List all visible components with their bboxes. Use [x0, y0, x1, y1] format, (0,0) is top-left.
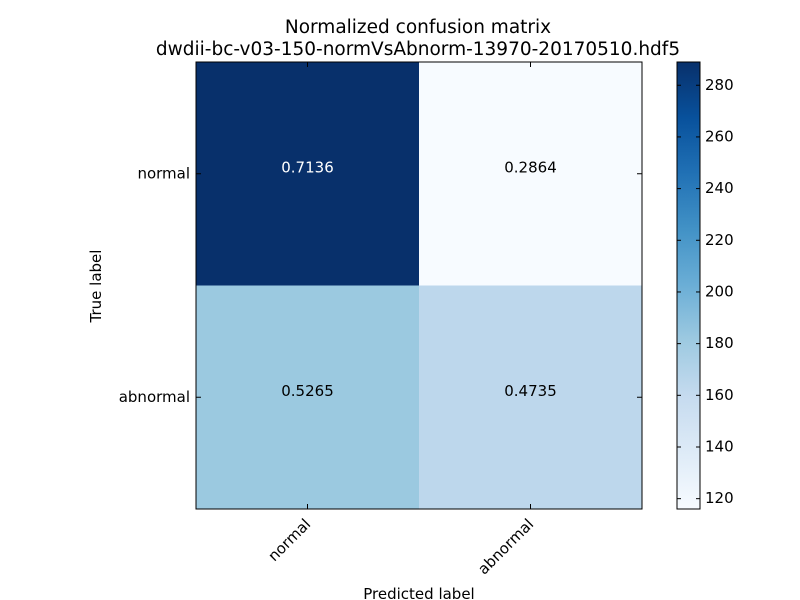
matrix-cell-labels: 0.7136 0.2864 0.5265 0.4735 — [281, 158, 557, 400]
cell-value-label: 0.7136 — [281, 158, 334, 176]
matrix-cell-normal-normal — [196, 62, 419, 286]
colorbar-tick-label: 240 — [705, 179, 734, 197]
colorbar-tick-label: 220 — [705, 231, 734, 249]
matrix-cells — [196, 62, 642, 509]
colorbar-tick-label: 180 — [705, 334, 734, 352]
x-tick-label: abnormal — [474, 515, 537, 578]
colorbar-tick-label: 120 — [705, 489, 734, 507]
y-tick-label: abnormal — [119, 388, 190, 406]
colorbar — [676, 61, 701, 510]
colorbar-tick-label: 260 — [705, 127, 734, 145]
x-axis-label: Predicted label — [363, 585, 474, 600]
cell-value-label: 0.2864 — [504, 158, 557, 176]
matrix-cell-normal-abnormal — [419, 62, 642, 286]
colorbar-tick-label: 200 — [705, 282, 734, 300]
y-tick-label: normal — [137, 164, 190, 182]
y-tick-labels: normal abnormal — [119, 164, 190, 406]
matrix-cell-abnormal-abnormal — [419, 285, 642, 509]
matrix-cell-abnormal-normal — [196, 285, 419, 509]
chart-subtitle: dwdii-bc-v03-150-normVsAbnorm-13970-2017… — [156, 39, 680, 60]
x-tick-labels: normal abnormal — [264, 515, 537, 578]
cell-value-label: 0.5265 — [281, 382, 334, 400]
matrix-frame — [195, 61, 643, 510]
y-axis-label: True label — [87, 250, 105, 324]
x-tick-label: normal — [264, 515, 314, 565]
chart-title: Normalized confusion matrix — [285, 17, 551, 38]
colorbar-tick-label: 280 — [705, 76, 734, 94]
colorbar-tick-label: 140 — [705, 437, 734, 455]
colorbar-tick-label: 160 — [705, 386, 734, 404]
matrix-ticks — [196, 62, 642, 509]
colorbar-ticks: 120 140 160 180 200 220 240 260 280 — [677, 76, 734, 507]
cell-value-label: 0.4735 — [504, 382, 557, 400]
